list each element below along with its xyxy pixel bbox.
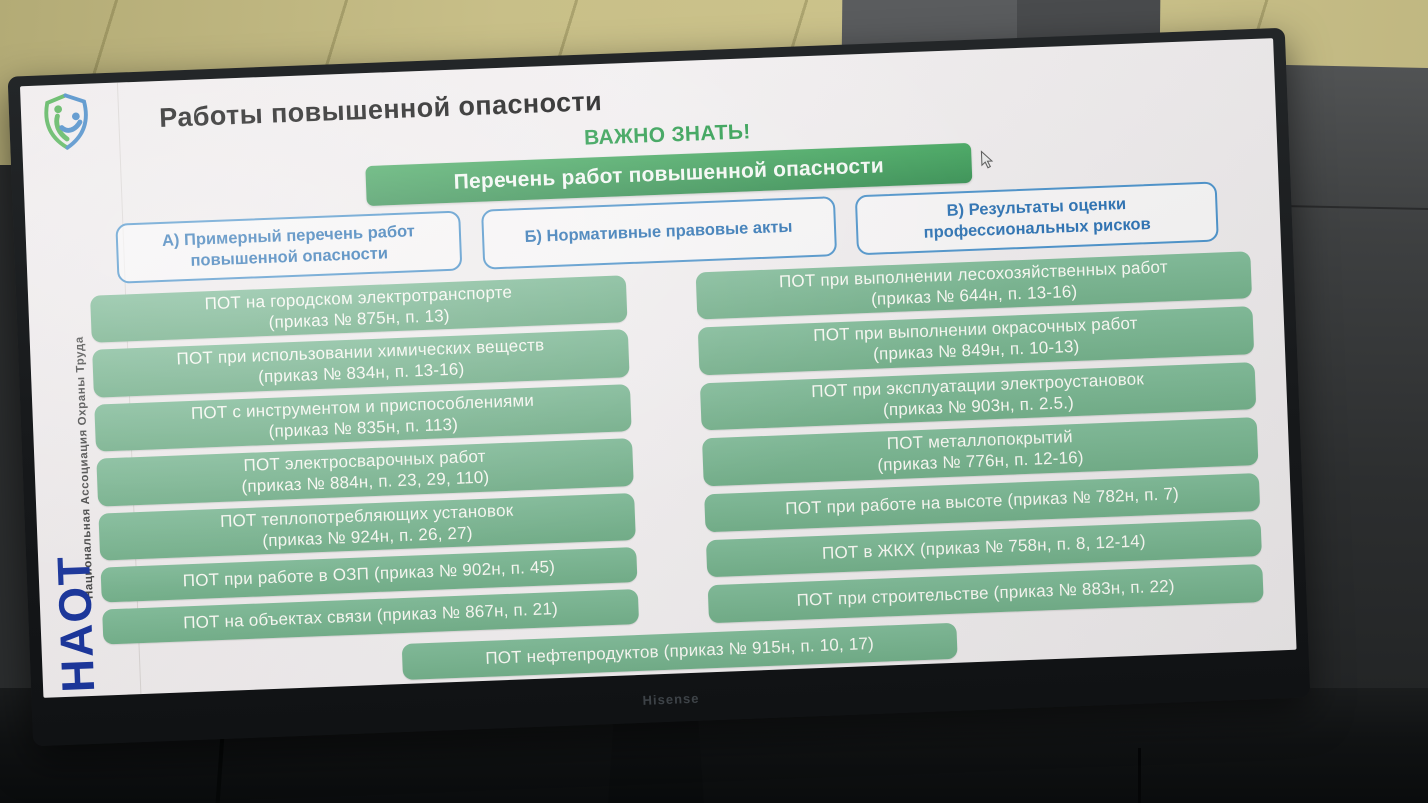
safety-rule-line: ПОТ при работе на высоте (приказ № 782н,… [784, 484, 1180, 519]
safety-rule-line: ПОТ в ЖКХ (приказ № 758н, п. 8, 12-14) [821, 531, 1147, 563]
stand-edge [1138, 748, 1141, 803]
tab-a-primernyj-perechen[interactable]: А) Примерный перечень работ повышенной о… [115, 210, 463, 284]
tv-frame: Национальная Ассоциация Охраны Труда НАО… [7, 27, 1311, 747]
tv-screen: Национальная Ассоциация Охраны Труда НАО… [19, 38, 1297, 698]
slide-title: Работы повышенной опасности [158, 85, 603, 133]
tab-b-line1: Б) Нормативные правовые акты [524, 218, 793, 247]
tab-c-rezultaty-ocenki[interactable]: В) Результаты оценки профессиональных ри… [854, 181, 1219, 256]
safety-rule-line: ПОТ при строительстве (приказ № 883н, п.… [796, 576, 1176, 610]
org-abbr: НАОТ [47, 553, 105, 694]
naot-shield-logo-icon [44, 93, 88, 150]
mouse-cursor-icon [980, 150, 994, 169]
tab-b-normativnye-akty[interactable]: Б) Нормативные правовые акты [480, 196, 837, 270]
rules-left-column: ПОТ на городском электротранспорте (прика… [90, 275, 640, 645]
bottom-rule-item: ПОТ нефтепродуктов (приказ № 915н, п. 10… [401, 622, 958, 681]
rules-right-column: ПОТ при выполнении лесохозяйственных раб… [695, 251, 1264, 624]
safety-rule-line: ПОТ на объектах связи (приказ № 867н, п.… [182, 599, 559, 633]
safety-rule-line: ПОТ при работе в ОЗП (приказ № 902н, п. … [182, 557, 556, 591]
slide-sidebar: Национальная Ассоциация Охраны Труда НАО… [19, 82, 142, 698]
